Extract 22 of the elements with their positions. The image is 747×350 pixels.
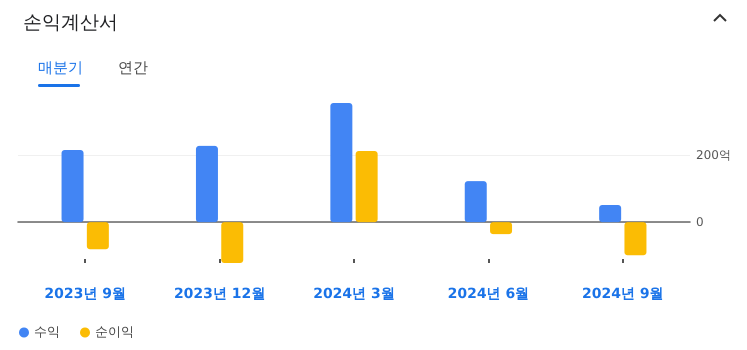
x-tick-label: 2024년 6월 xyxy=(448,286,530,302)
chart-title: 손익계산서 xyxy=(23,12,118,34)
x-tick-label: 2023년 9월 xyxy=(44,286,126,302)
bar xyxy=(330,103,352,222)
y-tick-label: 200억 xyxy=(696,148,731,162)
y-tick-label: 0 xyxy=(696,215,704,230)
bar xyxy=(356,150,378,222)
bar xyxy=(196,146,218,222)
bar xyxy=(599,204,622,222)
bar xyxy=(221,222,244,263)
x-tick-label: 2024년 9월 xyxy=(582,286,664,302)
text: 매분기 xyxy=(38,58,83,76)
legend-label: 순이익 xyxy=(95,325,134,340)
x-tick-label: 2024년 3월 xyxy=(313,286,395,302)
x-tick-label: 2023년 12월 xyxy=(174,286,266,302)
bar xyxy=(86,222,109,250)
text: 연간 xyxy=(118,58,148,76)
legend-label: 수익 xyxy=(34,325,60,340)
bar xyxy=(62,150,84,222)
bar xyxy=(464,181,487,222)
bar xyxy=(490,222,512,234)
bar xyxy=(624,222,646,256)
